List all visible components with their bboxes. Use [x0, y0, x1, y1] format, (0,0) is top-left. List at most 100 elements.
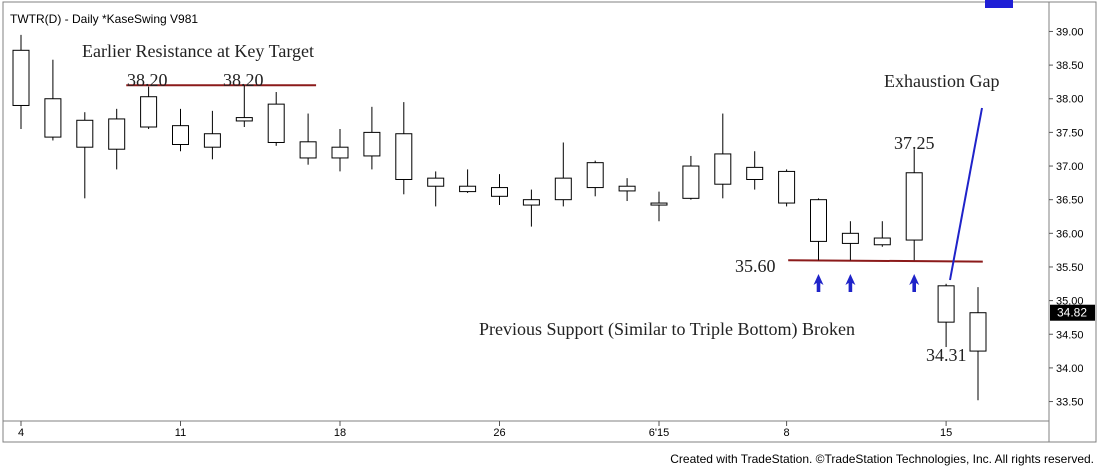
- candle-body: [937, 285, 955, 323]
- candle-18: [586, 160, 604, 197]
- candle-body: [873, 237, 891, 246]
- resistance-label-1: 38.20: [127, 70, 168, 90]
- candle-30: [969, 287, 987, 401]
- candle-5: [172, 108, 189, 152]
- x-tick-label: 15: [940, 427, 952, 439]
- candle-body: [140, 96, 158, 128]
- y-tick-label: 34.50: [1056, 329, 1084, 341]
- y-tick-label: 36.50: [1056, 195, 1084, 207]
- y-tick-label: 38.00: [1056, 94, 1084, 106]
- candle-22: [714, 113, 732, 199]
- y-tick-label: 35.50: [1056, 262, 1084, 274]
- candle-body: [299, 141, 317, 159]
- candle-body: [427, 177, 445, 187]
- candle-body: [746, 166, 764, 180]
- support-arrow: [845, 274, 856, 292]
- support-arrow: [909, 274, 920, 292]
- candle-body: [235, 117, 253, 122]
- exhaustion-gap-line: [949, 107, 983, 281]
- plot-frame: [2, 1, 1097, 443]
- x-tick-label: 18: [334, 427, 346, 439]
- candle-16: [522, 189, 540, 227]
- x-tick-label: 26: [493, 427, 505, 439]
- candle-29: [937, 283, 955, 348]
- candle-body: [203, 133, 221, 148]
- low-label: 34.31: [926, 345, 967, 365]
- candle-body: [969, 312, 987, 352]
- candle-body: [12, 49, 30, 106]
- candle-body: [586, 162, 604, 189]
- candle-body: [395, 133, 413, 180]
- x-tick-label: 8: [784, 427, 790, 439]
- x-tick-label: 11: [175, 427, 186, 439]
- last-price-box: [1050, 304, 1095, 321]
- candle-4: [140, 86, 158, 130]
- footer-credit: Created with TradeStation. ©TradeStation…: [670, 452, 1094, 466]
- resistance-label-2: 38.20: [223, 70, 264, 90]
- candle-26: [841, 221, 859, 261]
- candle-6: [203, 110, 221, 160]
- candle-body: [841, 232, 859, 244]
- candle-body: [331, 146, 349, 159]
- candle-body: [714, 153, 732, 185]
- candle-body: [778, 170, 796, 204]
- candle-body: [172, 125, 189, 146]
- candle-body: [554, 177, 572, 201]
- support-line: [788, 259, 983, 263]
- candle-27: [873, 221, 891, 247]
- candle-body: [44, 98, 62, 138]
- last-price-label: 34.82: [1057, 306, 1087, 320]
- exhaustion-gap-label: Exhaustion Gap: [884, 71, 999, 91]
- y-tick-label: 34.00: [1056, 363, 1084, 375]
- candle-20: [650, 191, 668, 222]
- resistance-title: Earlier Resistance at Key Target: [82, 41, 314, 61]
- y-tick-label: 37.00: [1056, 161, 1084, 173]
- candle-body: [905, 172, 923, 241]
- y-tick-label: 39.00: [1056, 26, 1084, 38]
- candle-body: [682, 165, 700, 199]
- candle-24: [778, 169, 796, 207]
- candle-11: [363, 106, 381, 170]
- x-tick-label: 4: [18, 427, 24, 439]
- candle-body: [108, 118, 126, 150]
- candle-14: [459, 169, 477, 193]
- candle-3: [108, 108, 126, 170]
- candle-23: [746, 151, 764, 190]
- x-tick-label: 6'15: [649, 427, 669, 439]
- candle-25: [810, 198, 827, 261]
- candle-body: [76, 119, 94, 148]
- candle-2: [76, 112, 94, 199]
- candle-28: [905, 149, 923, 261]
- candle-10: [331, 129, 349, 172]
- candle-body: [650, 202, 668, 206]
- chart-header: TWTR(D) - Daily *KaseSwing V981: [10, 12, 199, 26]
- y-tick-label: 38.50: [1056, 60, 1084, 72]
- support-arrow: [813, 274, 824, 292]
- candle-21: [682, 155, 700, 200]
- candle-1: [44, 59, 62, 141]
- candle-12: [395, 102, 413, 195]
- y-tick-label: 36.00: [1056, 228, 1084, 240]
- candle-15: [491, 174, 508, 206]
- candle-body: [459, 185, 477, 193]
- candle-13: [427, 171, 445, 207]
- candle-7: [235, 85, 253, 128]
- candle-body: [618, 185, 636, 192]
- candle-body: [491, 187, 508, 197]
- y-tick-label: 33.50: [1056, 397, 1084, 409]
- candle-17: [554, 142, 572, 207]
- support-broken-label: Previous Support (Similar to Triple Bott…: [479, 319, 855, 340]
- candle-body: [267, 103, 285, 143]
- candle-0: [12, 34, 30, 130]
- candle-9: [299, 113, 317, 165]
- y-tick-label: 37.50: [1056, 127, 1084, 139]
- y-tick-label: 35.00: [1056, 296, 1084, 308]
- candle-body: [363, 131, 381, 157]
- blue-indicator-block: [985, 0, 1013, 8]
- support-label: 35.60: [735, 256, 776, 276]
- high-label: 37.25: [894, 133, 935, 153]
- candle-body: [810, 199, 827, 242]
- candle-19: [618, 178, 636, 202]
- candle-body: [522, 199, 540, 206]
